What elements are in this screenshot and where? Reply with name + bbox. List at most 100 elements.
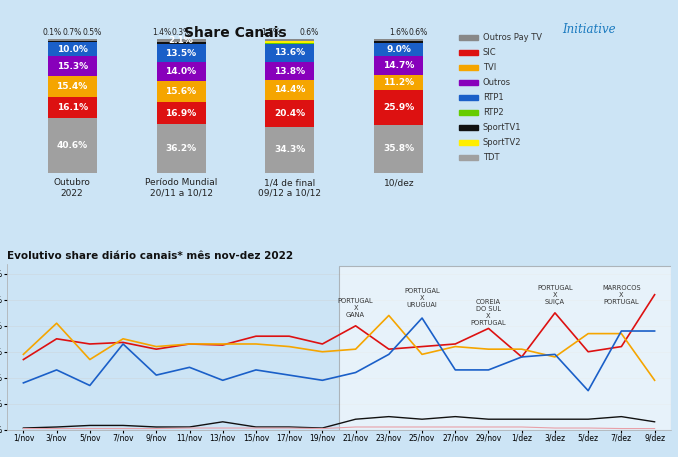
Text: 10.0%: 10.0% xyxy=(57,45,87,53)
SportTV2 xyxy=(119,426,127,431)
Text: 40.6%: 40.6% xyxy=(56,141,87,150)
SportTV xyxy=(551,416,559,422)
SIC xyxy=(518,354,526,360)
Bar xyxy=(459,50,479,55)
TVI xyxy=(385,313,393,318)
Line: SIC: SIC xyxy=(23,295,655,360)
Text: Share Canais: Share Canais xyxy=(184,26,287,39)
Text: Outubro
2022: Outubro 2022 xyxy=(54,178,91,197)
SportTV xyxy=(352,416,360,422)
Text: 0.5%: 0.5% xyxy=(82,28,102,37)
SIC xyxy=(53,336,61,341)
SportTV xyxy=(218,419,226,425)
Text: SportTV1: SportTV1 xyxy=(483,123,521,132)
RTP1 xyxy=(484,367,492,372)
Bar xyxy=(266,43,315,62)
Bar xyxy=(157,42,205,43)
TVI xyxy=(53,320,61,326)
SportTV2 xyxy=(252,425,260,431)
Text: 1/4 de final
09/12 a 10/12: 1/4 de final 09/12 a 10/12 xyxy=(258,178,321,197)
RTP1 xyxy=(385,351,393,357)
TVI xyxy=(418,351,426,357)
Bar xyxy=(47,39,97,41)
Bar xyxy=(157,81,205,102)
RTP1 xyxy=(53,367,61,372)
SIC xyxy=(484,326,492,331)
Text: 15.3%: 15.3% xyxy=(56,62,87,70)
SportTV2 xyxy=(352,424,360,430)
TVI xyxy=(319,349,327,355)
Bar xyxy=(157,102,205,124)
Text: 1.4%: 1.4% xyxy=(152,28,171,37)
Bar xyxy=(47,56,97,76)
Text: 14.7%: 14.7% xyxy=(383,61,414,70)
TVI xyxy=(152,344,160,349)
SportTV xyxy=(617,414,625,420)
Bar xyxy=(374,75,424,90)
SIC xyxy=(452,341,460,347)
Text: RTP1: RTP1 xyxy=(483,93,503,102)
Text: 14.0%: 14.0% xyxy=(165,67,197,76)
Text: Período Mundial
20/11 a 10/12: Período Mundial 20/11 a 10/12 xyxy=(145,178,217,197)
Text: Evolutivo share diário canais* mês nov-dez 2022: Evolutivo share diário canais* mês nov-d… xyxy=(7,251,293,261)
SportTV2 xyxy=(617,426,625,431)
SportTV2 xyxy=(518,424,526,430)
Text: Outros: Outros xyxy=(483,78,511,87)
RTP1 xyxy=(651,328,659,334)
SportTV xyxy=(584,416,593,422)
SportTV xyxy=(53,424,61,430)
TVI xyxy=(186,341,194,347)
Bar xyxy=(157,44,205,62)
TVI xyxy=(518,346,526,352)
Line: TVI: TVI xyxy=(23,315,655,380)
Text: 16.1%: 16.1% xyxy=(56,103,87,112)
Text: 0.6%: 0.6% xyxy=(409,28,428,37)
Text: 1.6%: 1.6% xyxy=(389,28,408,37)
SIC xyxy=(418,344,426,349)
TVI xyxy=(85,357,94,362)
SportTV xyxy=(119,423,127,428)
SIC xyxy=(551,310,559,316)
RTP1 xyxy=(452,367,460,372)
Bar xyxy=(47,43,97,56)
TVI xyxy=(551,354,559,360)
SIC xyxy=(85,341,94,347)
SportTV xyxy=(484,416,492,422)
Bar xyxy=(374,43,424,55)
Bar xyxy=(459,155,479,160)
Bar xyxy=(459,80,479,85)
Text: TVI: TVI xyxy=(483,63,496,72)
Line: SportTV: SportTV xyxy=(23,417,655,428)
Bar xyxy=(459,110,479,115)
SportTV xyxy=(252,424,260,430)
Text: TDT: TDT xyxy=(483,153,499,162)
SportTV2 xyxy=(186,425,194,431)
Bar xyxy=(266,127,315,173)
Bar xyxy=(47,97,97,118)
Text: 15.4%: 15.4% xyxy=(56,82,87,91)
Text: SportTV2: SportTV2 xyxy=(483,138,521,147)
Text: 20.4%: 20.4% xyxy=(275,109,306,118)
Text: MARROCOS
X
PORTUGAL: MARROCOS X PORTUGAL xyxy=(602,285,641,305)
RTP1 xyxy=(285,372,294,378)
SIC xyxy=(617,344,625,349)
SIC xyxy=(152,346,160,352)
SportTV xyxy=(385,414,393,420)
SportTV xyxy=(20,425,27,431)
Bar xyxy=(157,62,205,81)
Text: 15.6%: 15.6% xyxy=(165,87,197,96)
SportTV xyxy=(418,416,426,422)
SportTV2 xyxy=(651,426,659,431)
Text: 11.2%: 11.2% xyxy=(383,78,414,87)
SportTV2 xyxy=(53,426,61,431)
Bar xyxy=(47,118,97,173)
SIC xyxy=(119,340,127,345)
Text: 0.1%: 0.1% xyxy=(43,28,62,37)
TVI xyxy=(651,377,659,383)
SportTV2 xyxy=(584,425,593,431)
SportTV2 xyxy=(385,424,393,430)
Bar xyxy=(459,65,479,70)
TVI xyxy=(218,341,226,347)
TVI xyxy=(584,331,593,336)
SportTV2 xyxy=(85,426,94,431)
